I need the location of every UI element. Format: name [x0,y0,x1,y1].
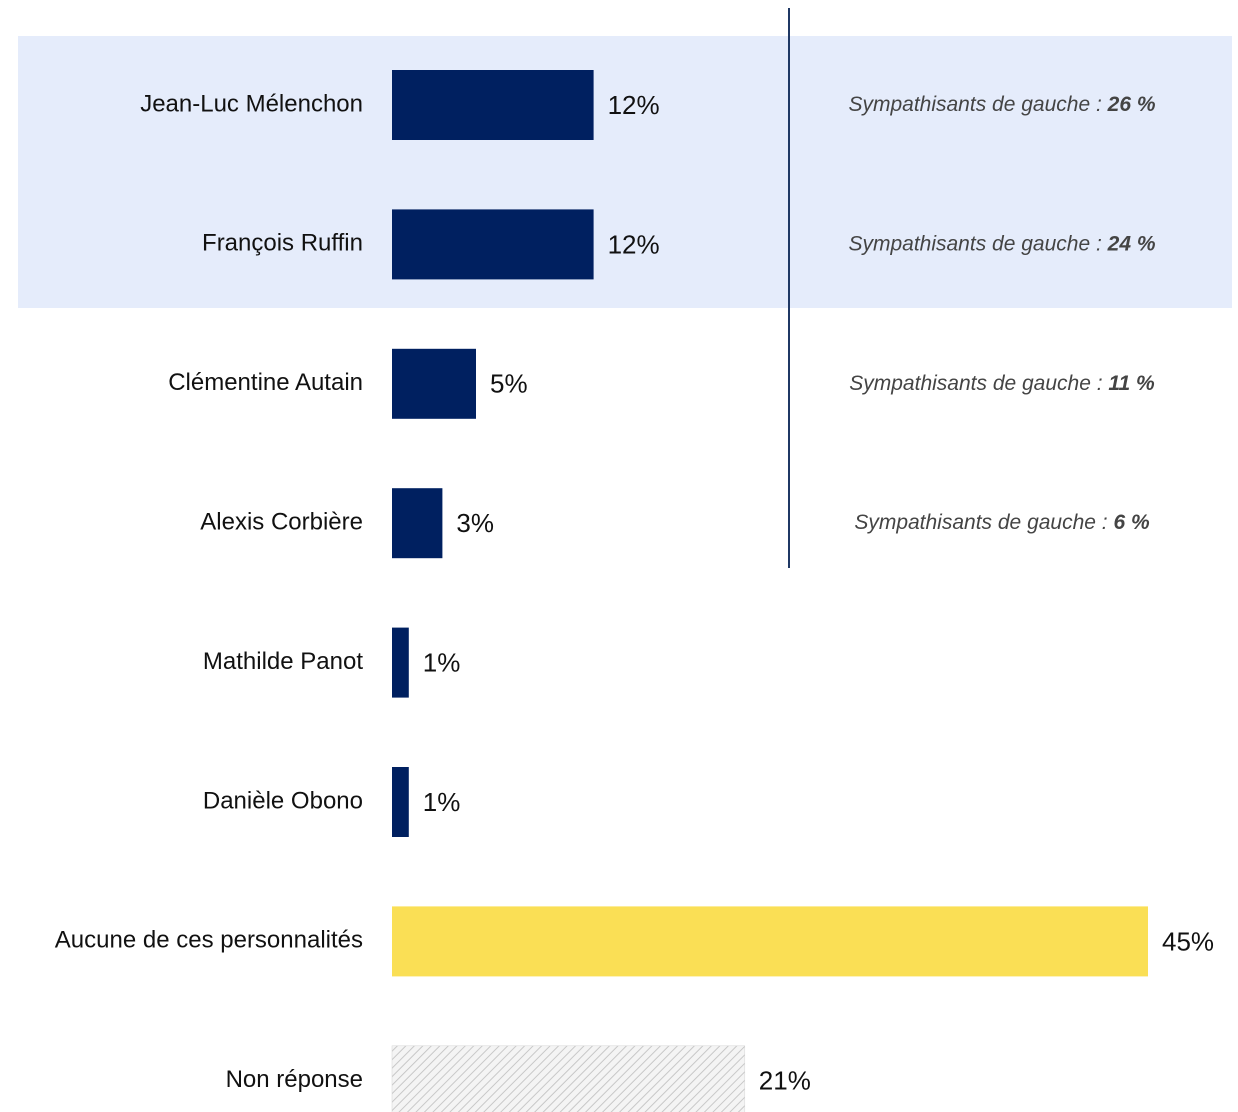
value-label: 3% [456,508,494,538]
annotation-value: 6 % [1113,511,1150,534]
category-label: Mathilde Panot [203,648,363,675]
annotation-text: Sympathisants de gauche : [848,93,1101,116]
annotation: Sympathisants de gauche : 24 % [848,232,1155,255]
category-label: Danièle Obono [203,787,363,814]
bar [392,906,1148,977]
annotation-value: 24 % [1107,232,1156,255]
annotation-value: 26 % [1107,93,1156,116]
value-label: 5% [490,369,528,399]
annotation: Sympathisants de gauche : 6 % [854,511,1150,534]
value-label: 12% [608,229,660,259]
category-label: Jean-Luc Mélenchon [140,90,363,117]
value-label: 45% [1162,926,1214,956]
bar [392,348,476,419]
annotation-text: Sympathisants de gauche : [848,232,1101,255]
value-label: 1% [423,647,461,677]
bar [392,209,594,280]
category-label: Alexis Corbière [200,509,363,536]
bar [392,627,409,698]
value-label: 1% [423,787,461,817]
annotation-text: Sympathisants de gauche : [849,371,1102,394]
annotation: Sympathisants de gauche : 11 % [849,371,1155,394]
bar [392,70,594,140]
category-label: François Ruffin [202,230,363,257]
category-label: Non réponse [226,1066,363,1093]
bar [391,1045,746,1112]
highlight-band [18,36,1232,308]
annotation-text: Sympathisants de gauche : [854,511,1107,534]
value-label: 21% [759,1066,811,1096]
category-label: Clémentine Autain [168,369,363,396]
bar [392,488,443,559]
bar [392,767,409,837]
category-label: Aucune de ces personnalités [55,927,363,954]
annotation: Sympathisants de gauche : 26 % [848,93,1155,116]
value-label: 12% [608,90,660,120]
annotation-value: 11 % [1108,371,1155,394]
